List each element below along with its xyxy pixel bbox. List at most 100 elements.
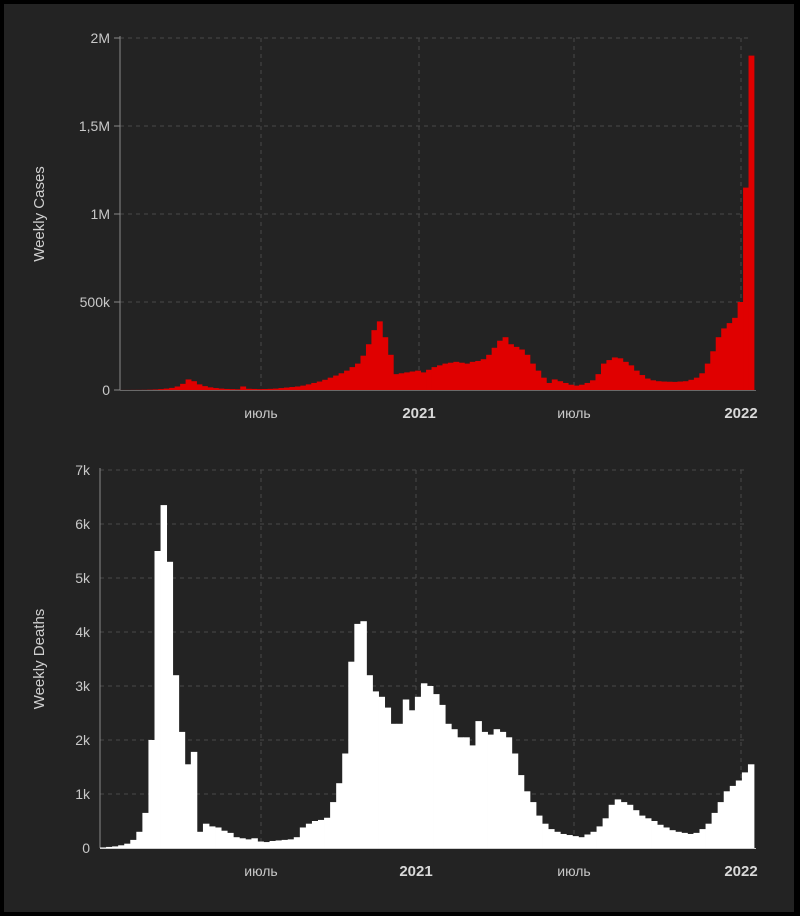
bar [287,839,295,848]
bar [184,764,192,848]
bar [566,835,573,848]
bar [595,374,602,390]
bar [318,819,325,848]
bar [529,363,536,390]
bar [451,729,458,848]
bar [650,380,657,390]
bar [269,840,277,848]
bar [130,839,137,848]
bar [439,704,446,848]
bar [229,389,236,390]
bar [207,387,214,390]
bar [705,823,713,848]
bar [626,804,634,848]
y-tick-label: 4k [75,624,91,640]
bar [602,818,610,848]
bar [420,683,428,848]
bar [529,802,537,848]
bar [699,373,706,390]
bar [360,355,367,390]
bar [221,830,228,848]
bar [378,696,386,848]
bar [639,375,646,390]
bar [354,623,361,848]
bar [747,764,755,848]
bar [275,840,283,848]
bar [562,382,569,390]
bar [166,561,174,848]
chart-weekly-deaths: 0 1k 2k 3k 4k 5k 6k 7k июль 2021 июль 2022 Weekly De… [31,462,758,880]
bar [517,775,525,848]
bar [371,330,378,390]
y-tick-label: 500k [80,294,111,310]
bar [163,388,170,390]
bar [305,384,312,390]
bar [262,389,268,390]
bar [180,383,186,390]
bar [715,337,722,390]
bar [645,818,652,848]
bar [497,340,503,390]
bar [493,729,501,848]
bar [590,831,597,848]
bar [160,505,168,848]
bar [628,365,635,390]
bar [152,389,159,391]
bar [154,551,161,848]
bar [404,372,411,390]
bar [174,386,181,390]
bar [437,365,443,390]
x-tick-label: июль [557,405,590,421]
bar [257,841,264,848]
bar [523,791,531,848]
y-tick-label: 7k [75,462,91,478]
bar [293,837,301,848]
bar [735,780,743,848]
bar [682,381,689,390]
y-tick-label: 3k [75,678,91,694]
x-tick-label: 2021 [402,405,435,422]
bar [382,337,389,390]
bar [661,381,667,390]
bar [415,370,422,390]
bar [546,382,553,390]
x-tick-label: июль [244,405,277,421]
bar [657,824,664,848]
bar [420,372,427,390]
bar [218,388,225,390]
bar [548,829,555,848]
bar [717,802,725,848]
bar [729,785,737,848]
bar [502,337,509,390]
bar [711,812,719,848]
bar [338,373,345,390]
bar [233,837,240,848]
bar [158,389,165,390]
bar [202,823,210,848]
bar [100,847,107,849]
bar [360,621,367,848]
bar [675,831,682,848]
bar [384,707,392,848]
bar [408,710,416,848]
bar [185,379,192,390]
bar [579,384,585,390]
bar [348,661,355,848]
bar [333,375,340,390]
bar [427,686,434,848]
bar [426,369,432,390]
bar [732,317,739,390]
bar [693,377,700,390]
bar [663,827,670,848]
bar [666,381,673,390]
chart-frame: 0 500k 1M 1,5M 2M июль 2021 июль 2022 Weekly Case… [4,4,794,912]
bar [475,721,482,848]
bar [487,734,495,848]
bar [196,831,204,848]
bar [622,361,629,390]
bar [508,344,514,390]
bar [278,388,285,390]
bar [112,846,119,848]
bar [578,837,585,848]
y-tick-label: 0 [82,840,90,856]
